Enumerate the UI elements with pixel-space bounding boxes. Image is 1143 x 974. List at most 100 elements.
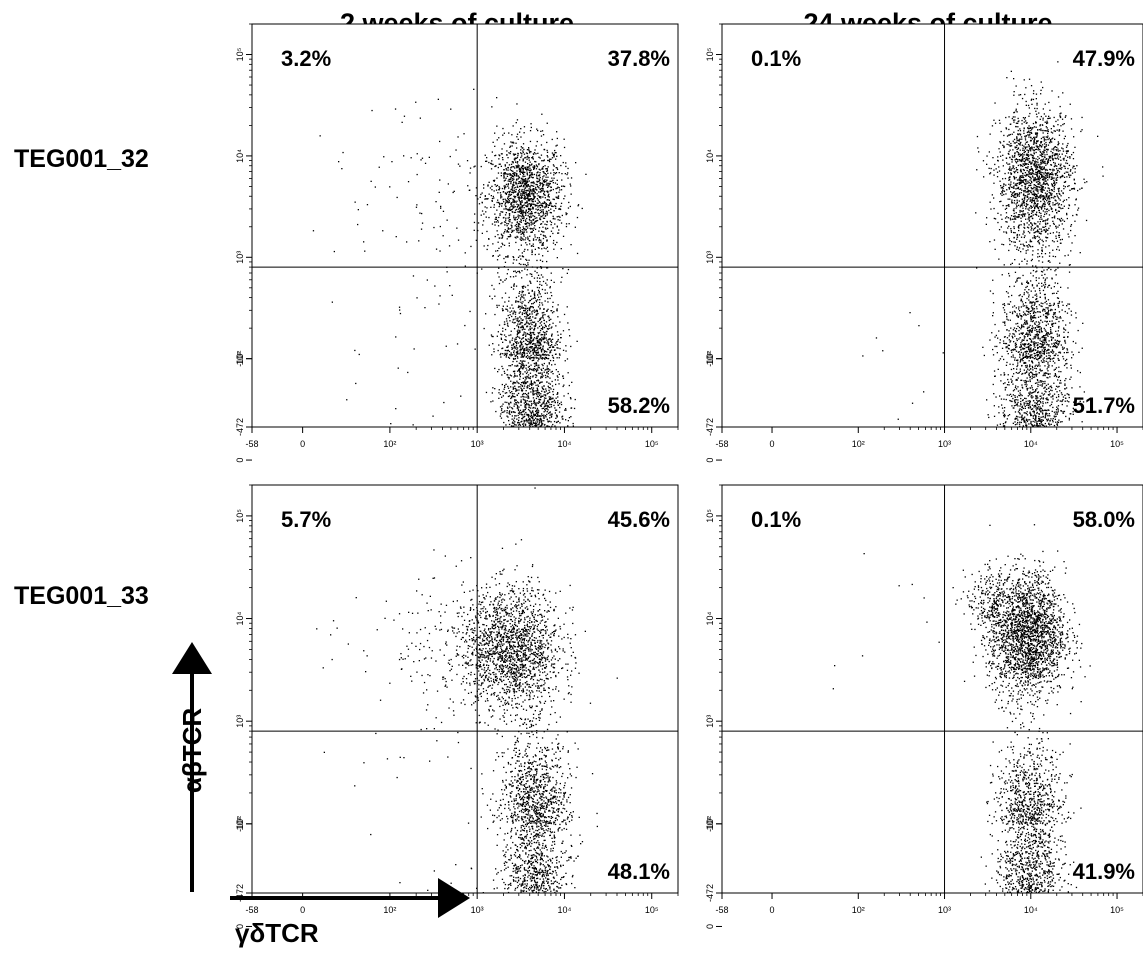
event-dot: [513, 422, 515, 425]
event-dot: [551, 295, 553, 297]
event-dot: [1063, 123, 1065, 125]
event-dot: [535, 422, 537, 425]
event-dot: [517, 230, 519, 232]
event-dot: [481, 201, 483, 203]
event-dot: [1028, 213, 1030, 216]
event-dot: [1042, 244, 1044, 246]
event-dot: [542, 212, 544, 214]
event-dot: [1005, 193, 1007, 195]
event-dot: [502, 403, 504, 405]
event-dot: [536, 354, 538, 356]
event-dot: [515, 122, 517, 124]
event-dot: [1065, 199, 1068, 201]
event-dot: [549, 391, 551, 393]
event-dot: [1035, 197, 1038, 200]
event-dot: [521, 296, 523, 298]
event-dot: [518, 211, 520, 213]
event-dot: [1046, 158, 1048, 160]
event-dot: [527, 350, 529, 353]
event-dot: [517, 166, 519, 168]
event-dot: [553, 399, 556, 401]
event-dot: [1026, 131, 1028, 134]
event-dot: [546, 246, 548, 248]
event-dot: [533, 152, 536, 154]
event-dot: [508, 378, 510, 380]
event-dot: [502, 309, 504, 311]
event-dot: [1047, 130, 1049, 133]
event-dot: [1056, 171, 1058, 174]
event-dot: [1018, 204, 1020, 206]
event-dot: [527, 301, 530, 304]
event-dot: [520, 365, 522, 367]
event-dot: [504, 349, 506, 352]
event-dot: [1063, 205, 1065, 207]
event-dot: [523, 148, 525, 151]
event-dot: [547, 425, 549, 427]
event-dot: [536, 166, 539, 168]
event-dot: [523, 366, 525, 368]
event-dot: [565, 409, 567, 411]
event-dot: [549, 323, 551, 326]
event-dot: [525, 335, 527, 337]
event-dot: [529, 208, 531, 210]
event-dot: [1046, 176, 1048, 178]
event-dot: [523, 396, 525, 398]
event-dot: [538, 394, 541, 396]
event-dot: [1035, 110, 1037, 112]
event-dot: [506, 415, 508, 417]
event-dot: [548, 396, 550, 398]
event-dot: [1031, 217, 1034, 219]
event-dot: [548, 354, 550, 357]
event-dot: [507, 387, 510, 389]
event-dot: [1008, 134, 1010, 136]
event-dot: [530, 422, 532, 424]
event-dot: [1020, 179, 1022, 181]
event-dot: [442, 235, 444, 237]
event-dot: [497, 225, 500, 227]
event-dot: [1055, 225, 1057, 228]
event-dot: [1013, 212, 1015, 215]
event-dot: [531, 185, 533, 187]
event-dot: [541, 211, 543, 213]
event-dot: [1060, 207, 1062, 210]
event-dot: [498, 205, 500, 208]
event-dot: [1043, 176, 1045, 178]
event-dot: [1027, 149, 1030, 152]
event-dot: [543, 337, 545, 340]
event-dot: [529, 319, 531, 322]
event-dot: [509, 180, 511, 182]
event-dot: [522, 226, 524, 228]
event-dot: [516, 347, 519, 349]
event-dot: [506, 238, 508, 240]
event-dot: [515, 300, 517, 302]
event-dot: [549, 287, 551, 289]
event-dot: [515, 285, 518, 287]
event-dot: [530, 391, 532, 393]
event-dot: [1058, 210, 1060, 212]
event-dot: [1011, 262, 1013, 264]
event-dot: [512, 185, 514, 187]
event-dot: [516, 226, 518, 228]
event-dot: [511, 337, 514, 339]
event-dot: [546, 220, 548, 223]
event-dot: [537, 341, 539, 343]
event-dot: [547, 348, 549, 350]
event-dot: [544, 207, 546, 209]
event-dot: [507, 395, 510, 398]
event-dot: [556, 393, 558, 395]
event-dot: [510, 397, 512, 400]
event-dot: [520, 307, 522, 309]
event-dot: [1024, 148, 1027, 150]
event-dot: [530, 339, 532, 341]
event-dot: [529, 339, 531, 341]
event-dot: [1066, 152, 1068, 154]
event-dot: [1013, 176, 1015, 178]
event-dot: [1048, 195, 1051, 197]
event-dot: [1002, 165, 1004, 167]
event-dot: [395, 408, 397, 410]
event-dot: [542, 168, 544, 170]
event-dot: [514, 358, 516, 360]
event-dot: [1018, 192, 1021, 194]
event-dot: [1043, 151, 1045, 153]
event-dot: [1059, 105, 1061, 108]
